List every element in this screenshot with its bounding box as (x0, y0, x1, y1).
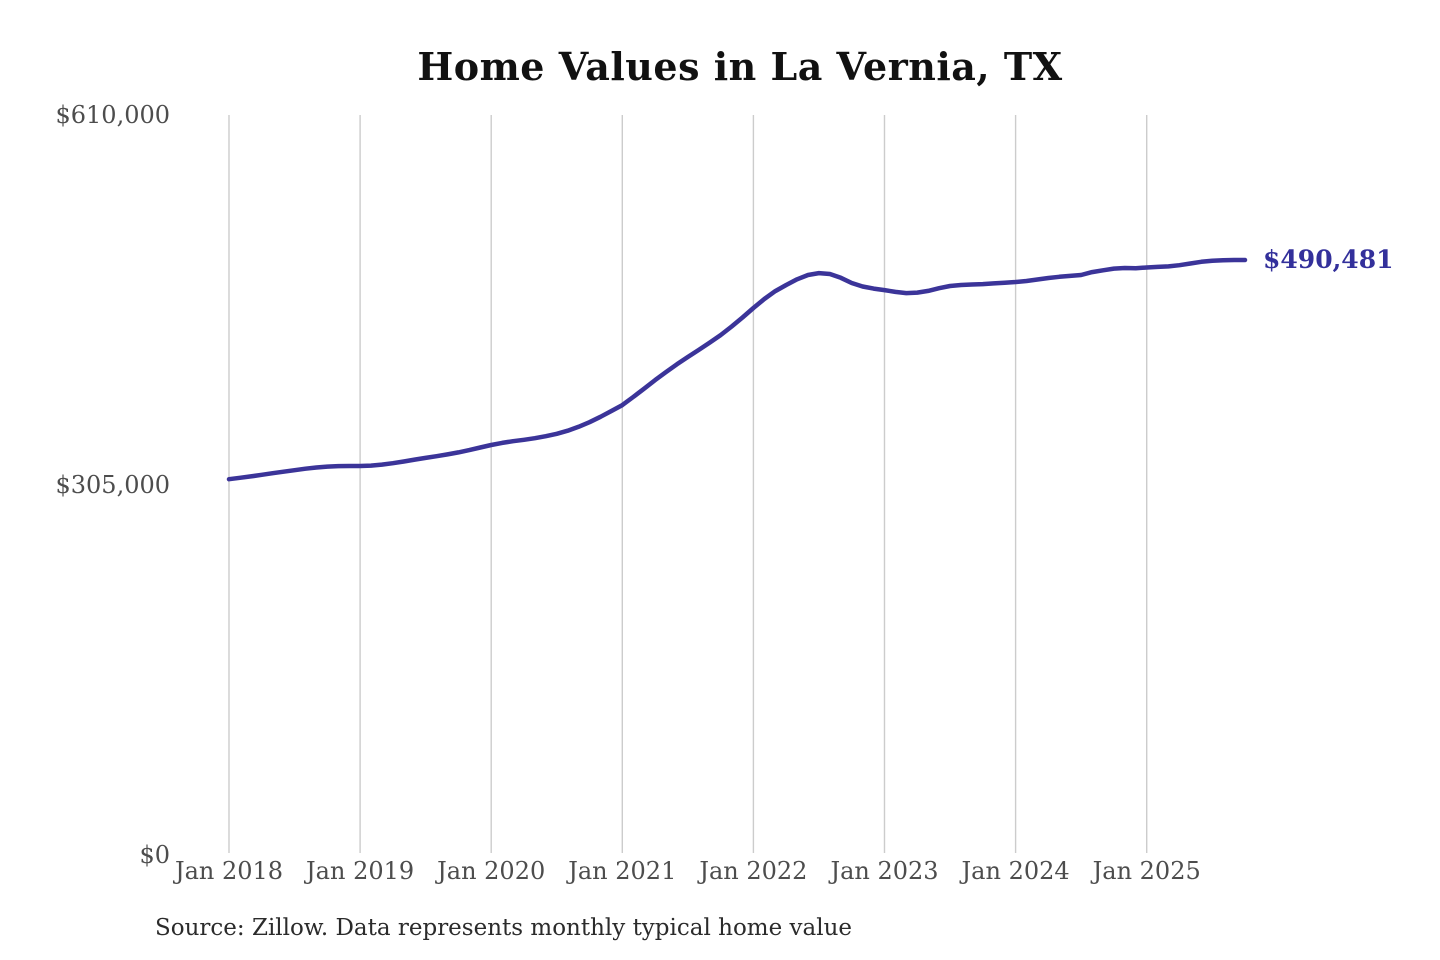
x-tick-label: Jan 2021 (568, 857, 677, 885)
x-tick-label: Jan 2024 (961, 857, 1070, 885)
x-tick-label: Jan 2025 (1092, 857, 1201, 885)
x-tick-label: Jan 2020 (437, 857, 546, 885)
y-tick-label: $610,000 (55, 101, 170, 129)
source-note: Source: Zillow. Data represents monthly … (155, 915, 853, 941)
chart-title: Home Values in La Vernia, TX (417, 44, 1063, 89)
y-tick-label: $305,000 (55, 471, 170, 499)
current-value-label: $490,481 (1263, 244, 1394, 274)
x-tick-label: Jan 2023 (830, 857, 939, 885)
home-value-series-line (226, 257, 1248, 482)
x-tick-label: Jan 2022 (699, 857, 808, 885)
x-tick-label: Jan 2019 (306, 857, 415, 885)
x-tick-label: Jan 2018 (174, 857, 284, 885)
y-tick-label: $0 (139, 841, 170, 869)
